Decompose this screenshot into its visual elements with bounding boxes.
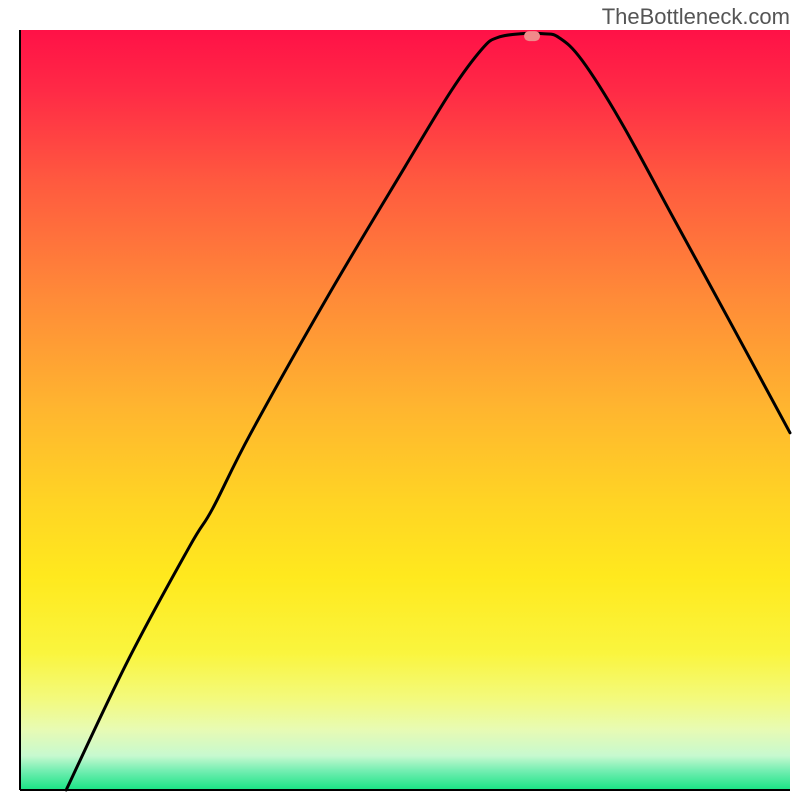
optimal-marker <box>524 31 540 41</box>
watermark-text: TheBottleneck.com <box>602 4 790 30</box>
bottleneck-chart <box>0 0 800 800</box>
plot-background <box>20 30 790 790</box>
chart-container: TheBottleneck.com <box>0 0 800 800</box>
